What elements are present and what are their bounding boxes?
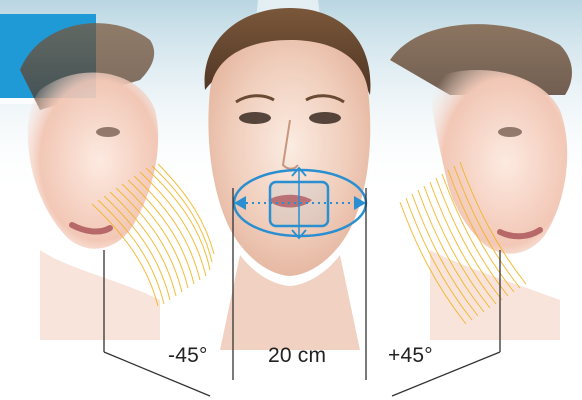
front-right-eye [309, 112, 341, 124]
right-hair [390, 24, 572, 96]
center-width-label: 20 cm [268, 344, 327, 367]
bracket-lines [103, 188, 501, 397]
right-diagonal [391, 351, 501, 397]
right-mouth [497, 227, 543, 240]
front-mouth [268, 194, 312, 208]
left-face [27, 72, 159, 249]
left-diagonal [103, 351, 211, 397]
left-neck [40, 250, 160, 340]
front-nose [281, 119, 299, 170]
left-neck-arcs [91, 163, 215, 307]
right-neck-arcs [399, 161, 527, 325]
front-head [204, 8, 371, 350]
left-eye [96, 127, 120, 137]
front-right-brow [305, 94, 345, 104]
double-horizontal-arrow-left [234, 196, 246, 210]
front-left-brow [235, 94, 275, 104]
front-face [208, 40, 371, 276]
front-left-eye [239, 112, 271, 124]
double-horizontal-arrow-right [354, 196, 366, 210]
right-neck [430, 250, 560, 340]
double-vertical-arrow-down [291, 229, 307, 240]
left-angle-label: -45° [168, 344, 208, 367]
right-eye [498, 127, 522, 137]
right-angle-label: +45° [388, 344, 433, 367]
left-profile-head [20, 23, 160, 340]
right-face [430, 70, 568, 254]
front-neck [220, 255, 360, 350]
right-profile-head [390, 24, 572, 340]
double-vertical-arrow-up [291, 166, 307, 177]
left-mouth [69, 222, 113, 235]
